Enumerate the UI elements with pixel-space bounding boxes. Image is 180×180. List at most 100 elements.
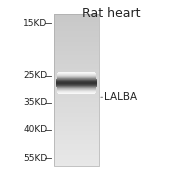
FancyBboxPatch shape bbox=[54, 57, 99, 58]
FancyBboxPatch shape bbox=[54, 138, 99, 140]
FancyBboxPatch shape bbox=[54, 48, 99, 49]
FancyBboxPatch shape bbox=[56, 81, 97, 82]
FancyBboxPatch shape bbox=[57, 87, 96, 88]
FancyBboxPatch shape bbox=[57, 76, 96, 77]
FancyBboxPatch shape bbox=[56, 82, 97, 83]
FancyBboxPatch shape bbox=[54, 110, 99, 111]
FancyBboxPatch shape bbox=[54, 163, 99, 164]
FancyBboxPatch shape bbox=[56, 86, 97, 87]
FancyBboxPatch shape bbox=[57, 74, 96, 75]
Text: 40KD: 40KD bbox=[24, 125, 48, 134]
FancyBboxPatch shape bbox=[56, 83, 97, 84]
FancyBboxPatch shape bbox=[54, 90, 99, 91]
FancyBboxPatch shape bbox=[54, 36, 99, 37]
FancyBboxPatch shape bbox=[57, 91, 96, 92]
FancyBboxPatch shape bbox=[54, 154, 99, 155]
FancyBboxPatch shape bbox=[54, 79, 99, 81]
FancyBboxPatch shape bbox=[56, 84, 97, 85]
FancyBboxPatch shape bbox=[54, 51, 99, 52]
FancyBboxPatch shape bbox=[54, 94, 99, 96]
FancyBboxPatch shape bbox=[54, 164, 99, 166]
FancyBboxPatch shape bbox=[54, 161, 99, 163]
FancyBboxPatch shape bbox=[57, 75, 96, 76]
FancyBboxPatch shape bbox=[57, 73, 96, 74]
Text: 25KD: 25KD bbox=[24, 71, 48, 80]
FancyBboxPatch shape bbox=[54, 107, 99, 108]
FancyBboxPatch shape bbox=[54, 75, 99, 76]
FancyBboxPatch shape bbox=[54, 147, 99, 149]
FancyBboxPatch shape bbox=[54, 31, 99, 33]
Text: LALBA: LALBA bbox=[104, 92, 138, 102]
FancyBboxPatch shape bbox=[54, 119, 99, 120]
FancyBboxPatch shape bbox=[56, 80, 97, 81]
FancyBboxPatch shape bbox=[54, 98, 99, 99]
Text: Rat heart: Rat heart bbox=[82, 7, 141, 20]
FancyBboxPatch shape bbox=[54, 116, 99, 117]
FancyBboxPatch shape bbox=[54, 73, 99, 75]
FancyBboxPatch shape bbox=[54, 21, 99, 22]
FancyBboxPatch shape bbox=[54, 46, 99, 48]
FancyBboxPatch shape bbox=[54, 76, 99, 78]
FancyBboxPatch shape bbox=[54, 152, 99, 154]
FancyBboxPatch shape bbox=[54, 25, 99, 26]
FancyBboxPatch shape bbox=[54, 86, 99, 87]
FancyBboxPatch shape bbox=[54, 126, 99, 128]
FancyBboxPatch shape bbox=[57, 78, 96, 79]
FancyBboxPatch shape bbox=[54, 143, 99, 144]
FancyBboxPatch shape bbox=[54, 37, 99, 39]
Text: 55KD: 55KD bbox=[23, 154, 48, 163]
FancyBboxPatch shape bbox=[54, 91, 99, 93]
FancyBboxPatch shape bbox=[54, 67, 99, 69]
FancyBboxPatch shape bbox=[54, 128, 99, 129]
FancyBboxPatch shape bbox=[54, 96, 99, 98]
FancyBboxPatch shape bbox=[54, 108, 99, 110]
FancyBboxPatch shape bbox=[54, 84, 99, 86]
FancyBboxPatch shape bbox=[54, 137, 99, 138]
FancyBboxPatch shape bbox=[54, 28, 99, 30]
FancyBboxPatch shape bbox=[54, 132, 99, 134]
FancyBboxPatch shape bbox=[54, 149, 99, 150]
FancyBboxPatch shape bbox=[54, 93, 99, 94]
FancyBboxPatch shape bbox=[54, 125, 99, 126]
FancyBboxPatch shape bbox=[54, 104, 99, 105]
FancyBboxPatch shape bbox=[54, 34, 99, 36]
FancyBboxPatch shape bbox=[54, 52, 99, 54]
FancyBboxPatch shape bbox=[54, 122, 99, 123]
FancyBboxPatch shape bbox=[54, 105, 99, 107]
FancyBboxPatch shape bbox=[54, 66, 99, 67]
FancyBboxPatch shape bbox=[54, 55, 99, 57]
FancyBboxPatch shape bbox=[54, 63, 99, 64]
FancyBboxPatch shape bbox=[54, 72, 99, 73]
FancyBboxPatch shape bbox=[57, 92, 96, 93]
FancyBboxPatch shape bbox=[54, 61, 99, 63]
FancyBboxPatch shape bbox=[54, 33, 99, 34]
FancyBboxPatch shape bbox=[54, 144, 99, 146]
FancyBboxPatch shape bbox=[54, 158, 99, 159]
FancyBboxPatch shape bbox=[54, 43, 99, 45]
FancyBboxPatch shape bbox=[57, 88, 96, 89]
FancyBboxPatch shape bbox=[54, 58, 99, 60]
FancyBboxPatch shape bbox=[54, 131, 99, 132]
Text: 35KD: 35KD bbox=[23, 98, 48, 107]
FancyBboxPatch shape bbox=[54, 155, 99, 157]
FancyBboxPatch shape bbox=[54, 135, 99, 137]
FancyBboxPatch shape bbox=[54, 111, 99, 113]
FancyBboxPatch shape bbox=[54, 60, 99, 61]
FancyBboxPatch shape bbox=[54, 17, 99, 19]
FancyBboxPatch shape bbox=[54, 23, 99, 25]
FancyBboxPatch shape bbox=[54, 89, 99, 90]
FancyBboxPatch shape bbox=[54, 123, 99, 125]
FancyBboxPatch shape bbox=[54, 40, 99, 42]
FancyBboxPatch shape bbox=[56, 85, 97, 86]
FancyBboxPatch shape bbox=[54, 14, 99, 16]
FancyBboxPatch shape bbox=[54, 102, 99, 104]
FancyBboxPatch shape bbox=[54, 120, 99, 122]
FancyBboxPatch shape bbox=[58, 93, 95, 94]
Text: 15KD: 15KD bbox=[23, 19, 48, 28]
FancyBboxPatch shape bbox=[57, 90, 96, 91]
FancyBboxPatch shape bbox=[54, 26, 99, 28]
FancyBboxPatch shape bbox=[54, 39, 99, 40]
FancyBboxPatch shape bbox=[54, 114, 99, 116]
FancyBboxPatch shape bbox=[54, 129, 99, 131]
FancyBboxPatch shape bbox=[54, 157, 99, 158]
